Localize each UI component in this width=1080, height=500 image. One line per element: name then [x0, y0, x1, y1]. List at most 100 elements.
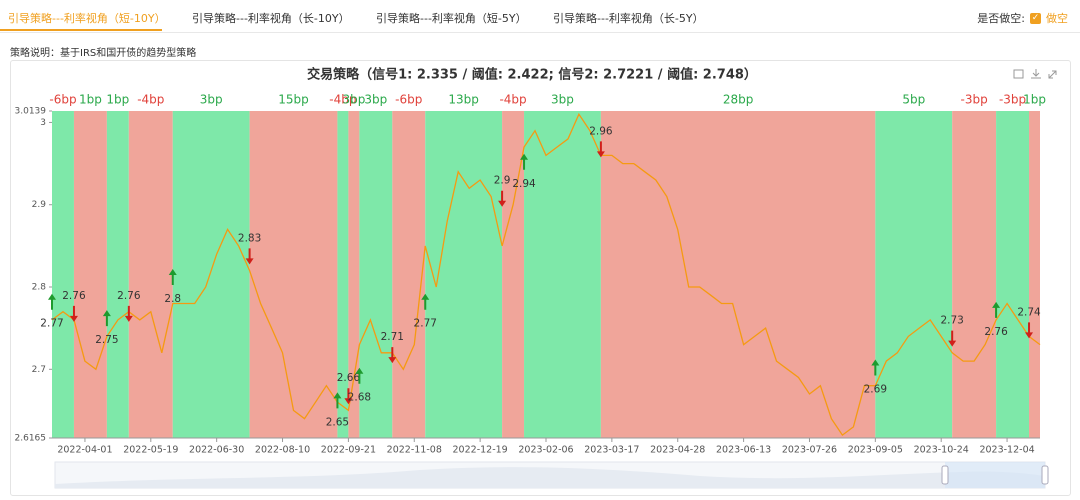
x-tick-label: 2023-06-13	[716, 445, 771, 456]
signal-label: 2.69	[864, 384, 887, 396]
signal-arrow	[124, 305, 133, 322]
zoom-window[interactable]	[945, 462, 1045, 488]
x-tick-label: 2023-12-04	[979, 445, 1034, 456]
signal-band	[249, 111, 338, 438]
signal-label: 2.8	[164, 293, 181, 305]
x-tick-label: 2023-03-17	[584, 445, 639, 456]
signal-band	[128, 111, 173, 438]
band-label: -3bp	[999, 93, 1026, 107]
x-tick-label: 2023-07-26	[782, 445, 837, 456]
x-tick-label: 2022-06-30	[189, 445, 244, 456]
band-label: 13bp	[448, 93, 479, 107]
band-label: -6bp	[49, 93, 76, 107]
signal-band	[524, 111, 601, 438]
x-tick-label: 2022-12-19	[453, 445, 508, 456]
signal-arrow	[421, 293, 430, 310]
signal-band	[52, 111, 74, 438]
x-tick-label: 2022-05-19	[123, 445, 178, 456]
signal-label: 2.83	[238, 232, 261, 244]
signal-label: 2.77	[40, 318, 63, 330]
tab[interactable]: 引导策略---利率视角（长-10Y）	[192, 12, 350, 25]
band-label: 5bp	[902, 93, 925, 107]
x-tick-label: 2023-04-28	[650, 445, 705, 456]
y-tick-label: 2.9	[32, 200, 47, 210]
signal-arrow	[333, 392, 342, 409]
signal-band	[875, 111, 953, 438]
signal-band	[337, 111, 349, 438]
y-tick-label: 3.0139	[15, 107, 47, 117]
chart-title: 交易策略（信号1: 2.335 / 阈值: 2.422; 信号2: 2.7221…	[307, 67, 757, 83]
signal-band	[172, 111, 250, 438]
signal-label: 2.9	[494, 175, 511, 187]
x-tick-label: 2023-10-24	[914, 445, 969, 456]
signal-label: 2.73	[940, 315, 963, 327]
band-label: 1bp	[79, 93, 102, 107]
signal-label: 2.76	[117, 290, 141, 302]
signal-arrow	[498, 190, 507, 207]
band-label: -4bp	[499, 93, 526, 107]
signal-band	[952, 111, 997, 438]
toggle-label: 是否做空:	[977, 12, 1025, 25]
band-label: 15bp	[278, 93, 309, 107]
zoom-handle[interactable]	[1041, 465, 1049, 485]
signal-arrow	[102, 310, 111, 327]
tab[interactable]: 引导策略---利率视角（短-5Y）	[376, 12, 527, 25]
band-label: 3bp	[342, 93, 365, 107]
tab[interactable]: 引导策略---利率视角（短-10Y）	[8, 12, 166, 25]
signal-label: 2.76	[984, 326, 1008, 338]
signal-label: 2.75	[95, 334, 118, 346]
band-label: 3bp	[200, 93, 223, 107]
signal-label: 2.76	[62, 290, 86, 302]
signal-arrow	[1025, 322, 1034, 339]
signal-band	[996, 111, 1030, 438]
tab[interactable]: 引导策略---利率视角（长-5Y）	[553, 12, 704, 25]
x-tick-label: 2022-08-10	[255, 445, 310, 456]
band-label: 3bp	[364, 93, 387, 107]
toggle-option[interactable]: 做空	[1046, 12, 1068, 25]
x-tick-label: 2023-02-06	[518, 445, 573, 456]
signal-arrow	[388, 347, 397, 364]
signal-band	[348, 111, 360, 438]
signal-band	[359, 111, 393, 438]
x-tick-label: 2023-09-05	[848, 445, 903, 456]
checkbox[interactable]: ✓	[1030, 12, 1041, 24]
y-tick-label: 2.8	[32, 283, 47, 293]
icon-download[interactable]	[1031, 69, 1041, 79]
band-label: -4bp	[329, 93, 356, 107]
signal-label: 2.74	[1017, 306, 1041, 318]
signal-arrow	[948, 330, 957, 347]
zoom-preview	[55, 467, 1045, 488]
signal-arrow	[355, 367, 364, 384]
zoom-handle[interactable]	[941, 465, 949, 485]
icon-expand[interactable]	[1048, 70, 1057, 79]
band-label: 1bp	[106, 93, 129, 107]
toolbox	[1013, 69, 1057, 79]
data-zoom	[54, 461, 1049, 489]
signal-band	[425, 111, 503, 438]
y-tick-label: 3	[40, 118, 46, 128]
chart-panel	[10, 60, 1071, 496]
signal-label: 2.71	[381, 331, 404, 343]
x-tick-label: 2022-11-08	[387, 445, 442, 456]
x-tick-label: 2022-09-21	[321, 445, 376, 456]
signal-label: 2.65	[326, 416, 349, 428]
signal-arrow	[596, 141, 605, 158]
signal-label: 2.68	[348, 392, 371, 404]
signal-arrow	[520, 153, 529, 170]
signal-band	[73, 111, 107, 438]
signal-arrow	[344, 388, 353, 405]
band-label: 1bp	[1023, 93, 1046, 107]
active-indicator	[0, 29, 162, 31]
signal-arrow	[871, 359, 880, 376]
band-label: -6bp	[395, 93, 422, 107]
signal-label: 2.96	[589, 125, 613, 137]
signal-arrow	[48, 293, 56, 310]
tab-bar: 引导策略---利率视角（短-10Y） 引导策略---利率视角（长-10Y） 引导…	[0, 0, 1080, 33]
signal-arrow	[69, 305, 78, 322]
icon-image[interactable]	[1013, 69, 1024, 79]
signal-arrow	[245, 248, 254, 265]
y-tick-label: 2.6165	[15, 434, 47, 444]
